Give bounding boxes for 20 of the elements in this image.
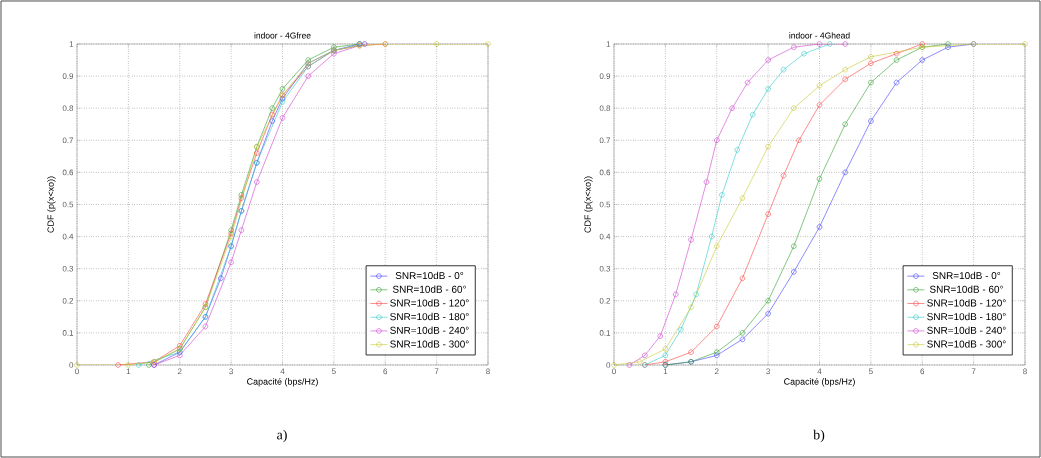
legend-label: SNR=10dB - 180° <box>927 312 1006 321</box>
legend-label: SNR=10dB - 0° <box>932 271 1001 280</box>
legend-label: SNR=10dB - 240° <box>927 326 1006 334</box>
legend-label: SNR=10dB - 240° <box>390 326 469 334</box>
legend-label: SNR=10dB - 300° <box>927 340 1006 348</box>
text: b) <box>813 429 825 443</box>
legend-label: SNR=10dB - 300° <box>390 340 469 348</box>
x-axis-title: Capacité (bps/Hz) <box>784 377 855 387</box>
legend-label: SNR=10dB - 120° <box>390 299 469 307</box>
chart-title: indoor - 4Ghead <box>789 32 850 39</box>
y-axis-title: CDF (p(x<xo)) <box>584 176 593 233</box>
x-axis-title: Capacité (bps/Hz) <box>247 377 318 387</box>
legend-label: SNR=10dB - 0° <box>395 271 464 280</box>
text: a) <box>277 429 287 443</box>
legend-label: SNR=10dB - 180° <box>390 312 469 321</box>
legend-label: SNR=10dB - 60° <box>392 285 466 293</box>
y-axis-title: CDF (p(x<xo)) <box>47 176 56 233</box>
legend-label: SNR=10dB - 120° <box>927 299 1006 307</box>
chart-title: indoor - 4Gfree <box>254 32 311 39</box>
legend-label: SNR=10dB - 60° <box>929 285 1003 293</box>
